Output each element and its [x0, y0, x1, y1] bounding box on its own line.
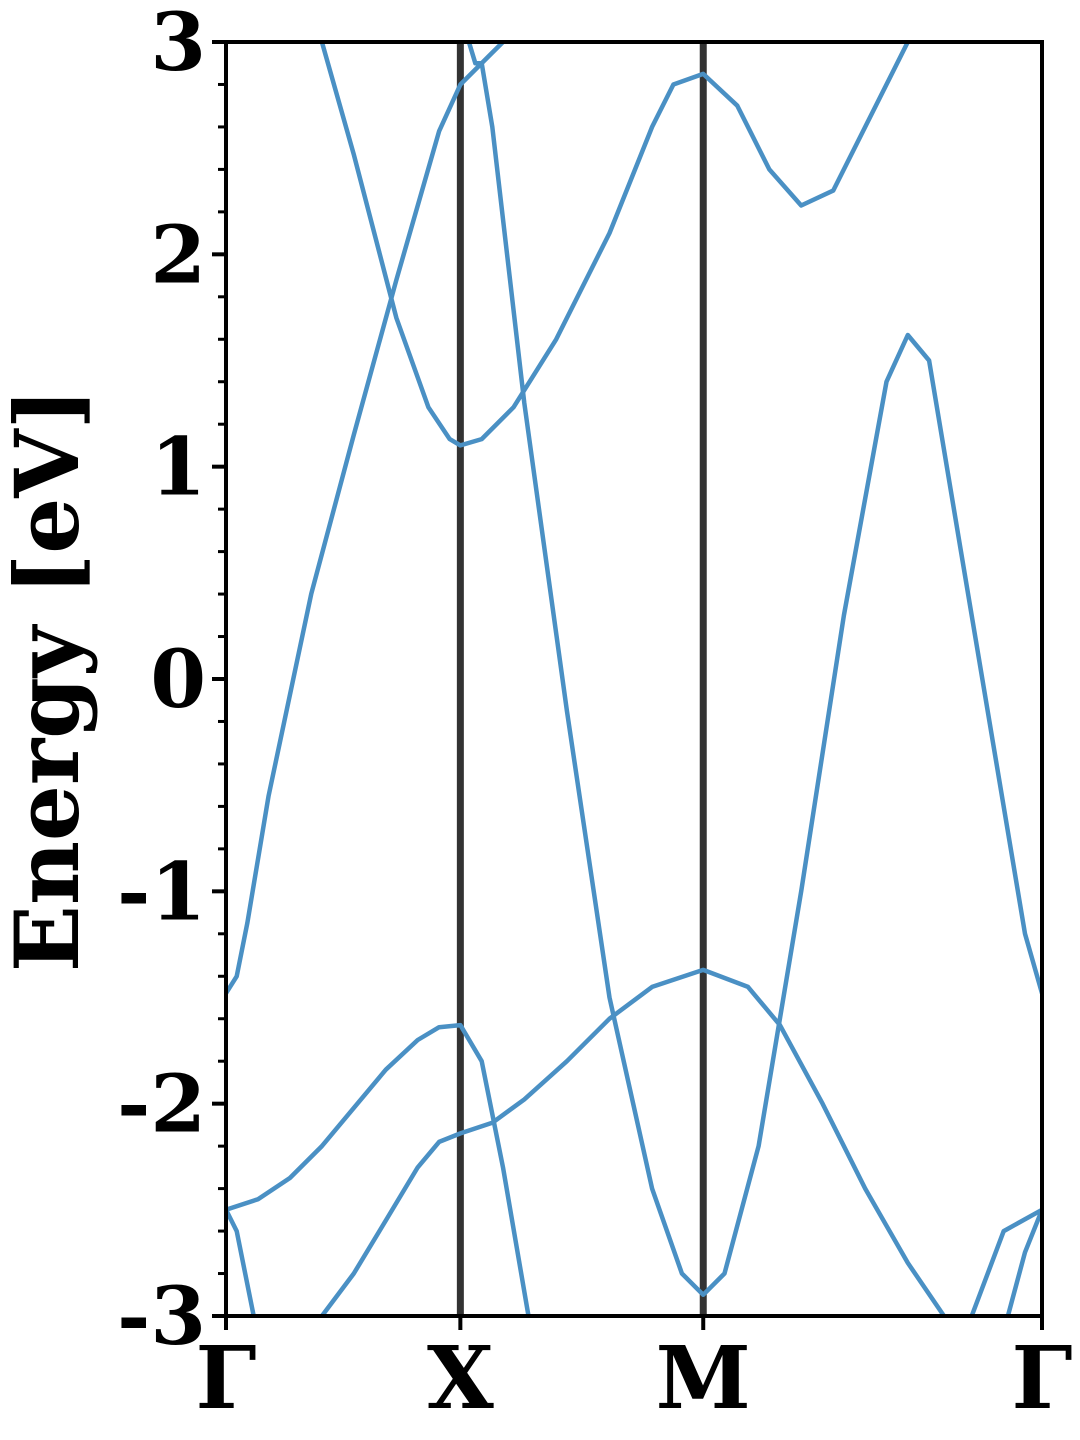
y-axis-label: Energy [eV] — [0, 388, 99, 972]
x-tick-label: Γ — [1011, 1328, 1072, 1429]
band-line — [226, 1207, 256, 1316]
y-tick-label: 2 — [150, 207, 206, 301]
high-symmetry-lines — [456, 42, 707, 1316]
plot-frame — [224, 40, 1044, 1318]
band-line — [1005, 1207, 1042, 1316]
band-line — [969, 1207, 1042, 1316]
x-tick-label: Γ — [195, 1328, 256, 1429]
y-axis-ticks: -3 -2 -1 0 1 2 3 — [117, 0, 226, 1363]
band-line — [466, 42, 1042, 1298]
band-lines — [226, 42, 1042, 1316]
x-tick-label: X — [427, 1328, 494, 1429]
band-line — [319, 42, 911, 448]
x-tick-label: M — [656, 1328, 751, 1429]
y-tick-label: 3 — [150, 0, 206, 89]
y-tick-label: 0 — [150, 632, 206, 726]
band-line — [226, 1022, 531, 1316]
y-tick-label: -1 — [117, 844, 206, 938]
y-tick-label: -3 — [117, 1269, 206, 1363]
band-line — [319, 967, 947, 1316]
y-tick-label: -2 — [117, 1057, 206, 1151]
y-tick-label: 1 — [150, 420, 206, 514]
